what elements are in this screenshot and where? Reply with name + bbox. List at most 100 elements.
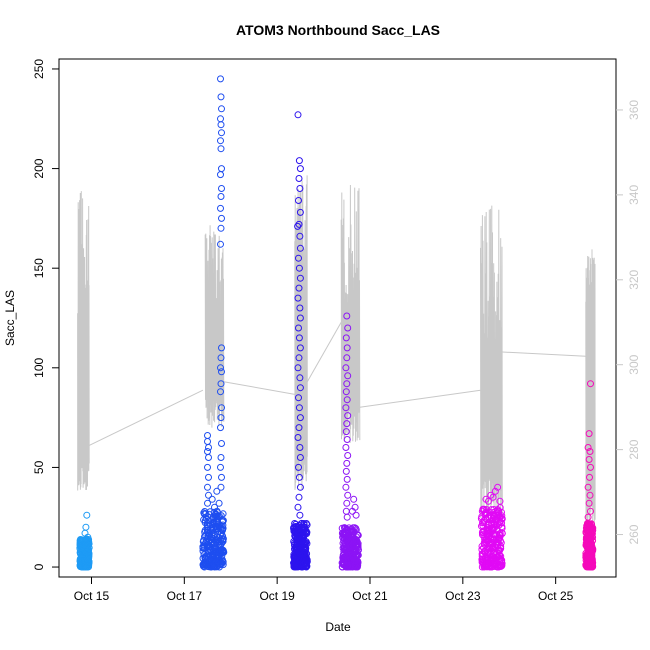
scatter-point [479, 519, 486, 527]
scatter-point [212, 524, 220, 532]
scatter-point [296, 344, 304, 352]
scatter-point [589, 524, 597, 532]
scatter-point [495, 563, 503, 571]
scatter-point [295, 463, 302, 471]
scatter-point [218, 404, 225, 412]
scatter-point [295, 493, 303, 501]
scatter-point [587, 548, 595, 555]
scatter-series [338, 312, 362, 571]
scatter-point [82, 541, 90, 549]
scatter-point [296, 185, 304, 192]
scatter-point [213, 487, 221, 495]
secondary-line-cluster [340, 184, 361, 443]
scatter-point [352, 537, 360, 545]
scatter-point [214, 525, 221, 533]
scatter-point [489, 509, 497, 516]
scatter-point [217, 380, 225, 388]
x-tick-label: Oct 23 [445, 589, 481, 603]
secondary-line-cluster [77, 191, 90, 491]
scatter-point [479, 531, 486, 539]
scatter-point [584, 513, 592, 521]
scatter-point [484, 530, 492, 538]
scatter-series [290, 111, 311, 571]
scatter-point [296, 374, 304, 382]
scatter-point [214, 557, 222, 565]
scatter-point [341, 531, 349, 539]
scatter-point [205, 454, 212, 461]
scatter-point [488, 535, 496, 543]
scatter-point [296, 208, 304, 216]
scatter-point [489, 531, 497, 539]
scatter-point [218, 344, 225, 352]
scatter-point [293, 523, 301, 531]
scatter-point [487, 544, 495, 551]
y-tick-label: 250 [32, 59, 46, 79]
y2-tick-label: 260 [627, 524, 641, 544]
y2-tick-label: 340 [627, 185, 641, 205]
scatter-point [296, 274, 304, 282]
scatter-point [217, 137, 224, 145]
scatter-point [217, 454, 225, 461]
scatter-point [219, 510, 227, 518]
secondary-line-connector [88, 389, 204, 446]
scatter-point [294, 111, 302, 119]
scatter-point [79, 541, 87, 549]
scatter-point [83, 548, 91, 556]
scatter-point [218, 214, 225, 222]
secondary-line-cluster [204, 225, 225, 428]
scatter-point [484, 497, 492, 505]
x-tick-label: Oct 25 [538, 589, 574, 603]
scatter-point [295, 547, 303, 555]
scatter-point [217, 204, 224, 212]
scatter-point [296, 444, 304, 451]
scatter-point [204, 463, 211, 471]
scatter-point [204, 519, 211, 527]
scatter-point [213, 518, 221, 525]
y-tick-label: 0 [32, 563, 46, 570]
scatter-point [300, 560, 308, 568]
scatter-point [587, 552, 595, 560]
scatter-point [201, 533, 208, 540]
scatter-point [498, 524, 506, 532]
scatter-point [587, 507, 594, 515]
scatter-point [296, 304, 304, 312]
scatter-point [296, 165, 304, 173]
scatter-point [291, 556, 299, 564]
plot-frame [58, 58, 617, 578]
scatter-point [217, 224, 225, 232]
scatter-point [342, 444, 350, 451]
scatter-point [208, 531, 216, 539]
scatter-point [350, 551, 358, 559]
scatter-point [343, 513, 351, 521]
scatter-point [294, 294, 302, 302]
scatter-point [491, 513, 499, 521]
y2-tick-label: 360 [627, 100, 641, 120]
scatter-point [342, 404, 350, 412]
scatter-point [344, 324, 352, 332]
scatter-point [344, 561, 352, 569]
scatter-point [296, 511, 304, 519]
scatter-point [218, 105, 225, 113]
scatter-point [215, 540, 223, 548]
scatter-point [294, 534, 302, 542]
scatter-point [295, 254, 302, 262]
scatter-point [295, 324, 302, 332]
secondary-line-connector [502, 351, 586, 357]
scatter-point [217, 75, 224, 83]
scatter-point [84, 533, 92, 541]
y-tick-label: 150 [32, 258, 46, 278]
scatter-point [296, 454, 304, 461]
scatter-point [496, 513, 504, 520]
scatter-point [496, 537, 504, 545]
y-tick-label: 50 [32, 460, 46, 474]
scatter-point [204, 483, 211, 491]
y2-tick-label: 280 [627, 439, 641, 459]
x-tick-label: Oct 21 [352, 589, 388, 603]
y-tick-label: 100 [32, 357, 46, 377]
scatter-point [480, 544, 487, 552]
scatter-point [200, 551, 208, 559]
scatter-point [212, 552, 220, 560]
scatter-point [204, 499, 211, 507]
scatter-point [295, 404, 303, 412]
